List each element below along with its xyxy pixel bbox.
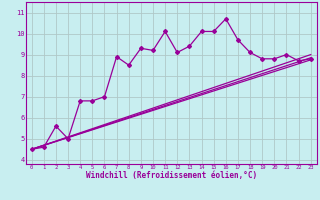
X-axis label: Windchill (Refroidissement éolien,°C): Windchill (Refroidissement éolien,°C) — [86, 171, 257, 180]
